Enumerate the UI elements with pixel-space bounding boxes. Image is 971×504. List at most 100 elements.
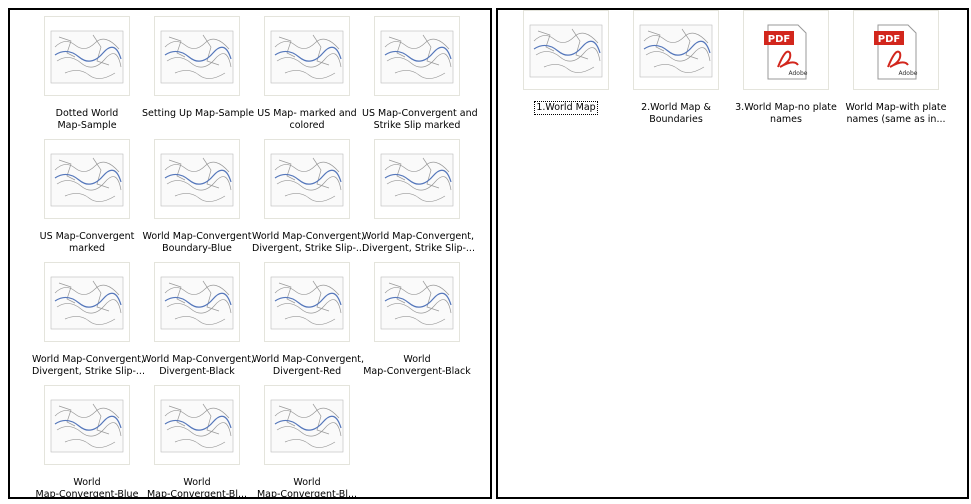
file-label: World Map-Convergent,Divergent, Strike S… (252, 231, 362, 255)
thumbnail (374, 139, 460, 219)
thumbnail (374, 262, 460, 342)
map-thumbnail (155, 17, 239, 95)
thumbnail: PDF Adobe (853, 10, 939, 90)
label-line: colored (252, 120, 362, 132)
file-item[interactable]: World Map-Convergent,Divergent, Strike S… (252, 139, 362, 261)
map-frame (271, 154, 343, 206)
label-line: Map-Convergent-Black (362, 366, 472, 378)
label-line: World Map-Convergent (142, 231, 252, 243)
right-panel: 1.World Map2.World Map &Boundaries PDF Ado… (496, 8, 969, 499)
label-line: World Map-Convergent, (252, 354, 362, 366)
label-line: Boundaries (621, 114, 731, 126)
thumbnail (44, 262, 130, 342)
map-frame (161, 400, 233, 452)
map-frame (530, 25, 602, 77)
label-line: Boundary-Blue (142, 243, 252, 255)
file-item[interactable]: World Map-Convergent,Divergent, Strike S… (362, 139, 472, 261)
file-item[interactable]: World Map-Convergent,Divergent, Strike S… (32, 262, 142, 384)
file-label: World Map-Convergent,Divergent-Black (142, 354, 252, 378)
file-item[interactable]: World Map-Convergent,Divergent-Red (252, 262, 362, 384)
map-thumbnail (155, 386, 239, 464)
map-thumbnail (45, 140, 129, 218)
map-thumbnail (265, 263, 349, 341)
map-frame (51, 400, 123, 452)
label-line: World Map-Convergent, (142, 354, 252, 366)
thumbnail (374, 16, 460, 96)
label-line: World (142, 477, 252, 489)
map-thumbnail (375, 263, 459, 341)
thumbnail (633, 10, 719, 90)
map-frame (161, 31, 233, 83)
brand-text: Adobe (789, 70, 808, 77)
file-item[interactable]: 2.World Map &Boundaries (621, 10, 731, 132)
label-line: Dotted World (32, 108, 142, 120)
map-frame (381, 154, 453, 206)
file-label: 1.World Map (511, 102, 621, 114)
label-line: 3.World Map-no plate (731, 102, 841, 114)
map-thumbnail (524, 11, 608, 89)
map-thumbnail (265, 386, 349, 464)
thumbnail: PDF Adobe (743, 10, 829, 90)
label-line: names (same as in... (841, 114, 951, 126)
thumbnail (154, 16, 240, 96)
file-item[interactable]: World Map-Convergent,Divergent-Black (142, 262, 252, 384)
thumbnail (264, 262, 350, 342)
label-line: World (32, 477, 142, 489)
map-thumbnail (375, 140, 459, 218)
label-line: US Map-Convergent (32, 231, 142, 243)
left-panel: Dotted WorldMap-SampleSetting Up Map-Sam… (8, 8, 492, 499)
file-label: 3.World Map-no platenames (731, 102, 841, 126)
thumbnail (264, 139, 350, 219)
thumbnail (264, 16, 350, 96)
file-label: World Map-with platenames (same as in... (841, 102, 951, 126)
label-line: US Map-Convergent and (362, 108, 472, 120)
map-thumbnail (375, 17, 459, 95)
label-line: Map-Convergent-Blue (32, 489, 142, 499)
map-frame (381, 277, 453, 329)
label-line: Divergent, Strike Slip-... (252, 243, 362, 255)
brand-text: Adobe (899, 70, 918, 77)
thumbnail (154, 262, 240, 342)
file-label: WorldMap-Convergent-Blue (32, 477, 142, 499)
badge-text: PDF (878, 34, 900, 45)
label-line: Map-Convergent-Bl... (142, 489, 252, 499)
map-frame (271, 400, 343, 452)
thumbnail (154, 385, 240, 465)
thumbnail (44, 139, 130, 219)
map-thumbnail (265, 140, 349, 218)
file-label: US Map- marked andcolored (252, 108, 362, 132)
label-line: names (731, 114, 841, 126)
file-item[interactable]: 1.World Map (511, 10, 621, 132)
label-line: World Map-Convergent, (362, 231, 472, 243)
thumbnail (44, 385, 130, 465)
screen: Dotted WorldMap-SampleSetting Up Map-Sam… (0, 0, 971, 504)
file-label: 2.World Map &Boundaries (621, 102, 731, 126)
file-item[interactable]: Setting Up Map-Sample (142, 16, 252, 138)
map-frame (161, 277, 233, 329)
label-line: Divergent-Black (142, 366, 252, 378)
label-line: US Map- marked and (252, 108, 362, 120)
map-frame (51, 277, 123, 329)
label-line: Strike Slip marked (362, 120, 472, 132)
map-thumbnail (634, 11, 718, 89)
map-frame (51, 31, 123, 83)
file-label: World Map-ConvergentBoundary-Blue (142, 231, 252, 255)
badge-text: PDF (768, 34, 790, 45)
map-thumbnail (45, 386, 129, 464)
map-thumbnail (155, 263, 239, 341)
